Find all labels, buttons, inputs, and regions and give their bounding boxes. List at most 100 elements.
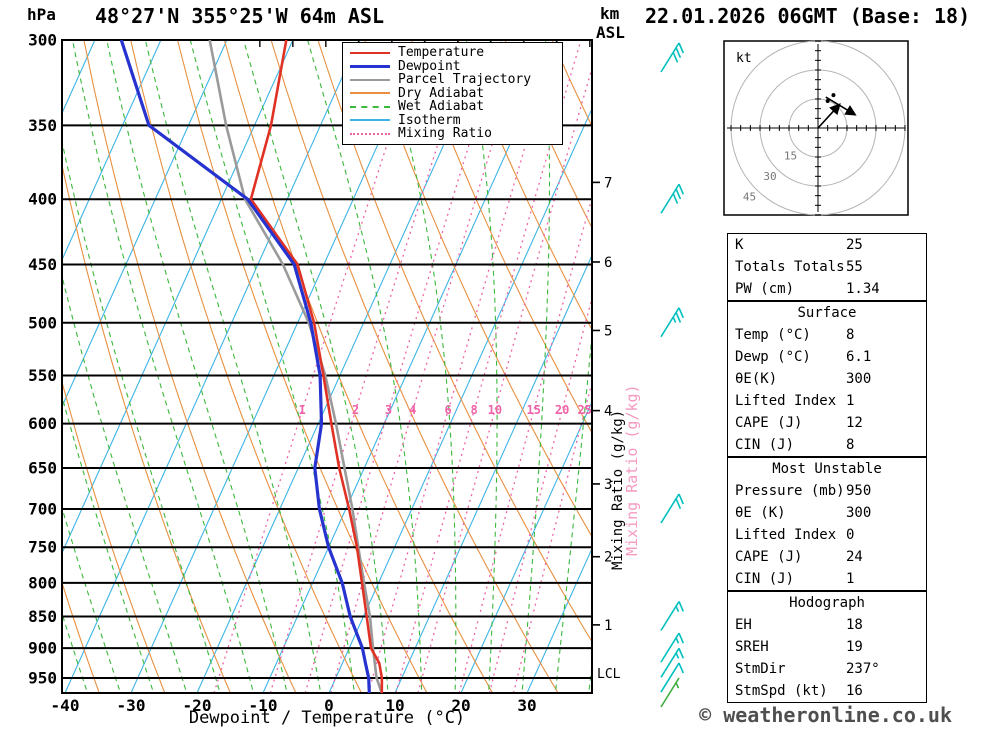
pressure-axis-unit: hPa [27,5,56,24]
stat-value: 300 [846,505,872,521]
mixing-ratio-value-label: 10 [488,403,502,417]
km-asl-tick-label: 7 [604,175,612,191]
legend-item: Temperature [350,46,562,60]
axis-labels: 3003504004505005506006507007508008509009… [28,31,621,716]
pressure-tick-label: 450 [28,255,57,274]
table-row: CAPE (J) 24 [728,546,926,568]
table-row: CIN (J) 8 [728,434,926,456]
km-asl-tick-label: 2 [604,550,612,566]
pressure-tick-label: 600 [28,414,57,433]
legend-line-sample [350,64,390,68]
table-row: CIN (J) 1 [728,568,926,590]
x-axis-label: Dewpoint / Temperature (°C) [188,708,466,728]
temperature-tick-label: -40 [51,696,80,715]
table-row: θE(K) 300 [728,368,926,390]
pressure-tick-label: 550 [28,366,57,385]
mixing-ratio-value-label: 15 [526,403,540,417]
table-row: Temp (°C) 8 [728,324,926,346]
mixing-ratio-value-label: 2 [352,403,359,417]
legend-item: Parcel Trajectory [350,73,562,87]
legend-label: Dry Adiabat [398,85,485,101]
stat-label: StmSpd (kt) [735,683,828,699]
km-asl-tick-label: 6 [604,255,612,271]
temperature-tick-label: -30 [117,696,146,715]
stat-label: StmDir [735,661,786,677]
pressure-tick-label: 700 [28,500,57,519]
legend-label: Parcel Trajectory [398,72,532,88]
temperature-tick-label: -20 [183,696,212,715]
pressure-tick-label: 750 [28,538,57,557]
pressure-tick-label: 850 [28,607,57,626]
hodograph-panel: 15 30 45 kt [723,40,909,216]
stat-value: 25 [846,237,863,253]
stat-value: 18 [846,617,863,633]
legend-item: Dry Adiabat [350,87,562,101]
hodograph-wind-vector [825,96,857,116]
legend-label: Mixing Ratio [398,126,492,142]
stat-value: 19 [846,639,863,655]
stat-value: 6.1 [846,349,872,365]
pressure-tick-label: 350 [28,116,57,135]
mixing-ratio-axis-label-pink: Mixing Ratio (g/kg) [623,384,641,556]
stats-table-title: Hodograph [789,595,865,611]
table-row: PW (cm) 1.34 [728,278,926,300]
stats-table-section: K 25 Totals Totals 55 PW (cm) 1.34 [727,233,927,301]
legend-item: Wet Adiabat [350,100,562,114]
mixing-ratio-value-label: 20 [555,403,569,417]
hodograph-wind-vector [817,103,841,129]
legend-label: Temperature [398,45,485,61]
legend-label: Isotherm [398,112,461,128]
hodograph-dot [825,98,830,103]
stat-label: Temp (°C) [735,327,811,343]
mixing-ratio-value-label: 6 [445,403,452,417]
stat-value: 1.34 [846,281,880,297]
stat-value: 16 [846,683,863,699]
pressure-tick-label: 400 [28,190,57,209]
km-asl-tick-label: 4 [604,404,612,420]
hodograph-unit-label: kt [736,51,752,66]
stats-table-section: Surface Temp (°C) 8 Dewp (°C) 6.1 θE(K) 300 Lif… [727,301,927,457]
stats-table-section: Most Unstable Pressure (mb) 950 θE (K) 300 Li… [727,457,927,591]
stat-label: SREH [735,639,769,655]
km-asl-tick-label: 1 [604,618,612,634]
stat-label: CAPE (J) [735,415,803,431]
stat-value: 300 [846,371,872,387]
legend-line-sample [350,78,390,81]
legend-item: Isotherm [350,114,562,128]
stat-label: Lifted Index [735,527,837,543]
mixing-ratio-value-label: 25 [577,403,591,417]
legend-line-sample [350,132,390,135]
hodograph-ring-label: 15 [784,149,797,162]
legend-item: Mixing Ratio [350,127,562,141]
stat-label: Pressure (mb) [735,483,845,499]
watermark: © weatheronline.co.uk [699,703,952,727]
table-row: θE (K) 300 [728,502,926,524]
stats-table-title: Surface [797,305,857,321]
pressure-tick-label: 950 [28,669,57,688]
legend-line-sample [350,105,390,108]
mixing-ratio-value-label: 8 [471,403,478,417]
km-asl-tick-label: 5 [604,323,612,339]
pressure-tick-label: 300 [28,31,57,50]
stat-value: 237° [846,661,880,677]
stat-label: θE(K) [735,371,778,387]
altitude-axis-unit-km: km [600,4,620,23]
stat-label: Totals Totals [735,259,845,275]
mixing-ratio-value-label: 4 [409,403,416,417]
hodograph-ring-label: 30 [763,170,776,183]
table-row: SREH 19 [728,636,926,658]
hodograph-dot [831,93,836,98]
hodograph-ring-label: 45 [743,190,756,203]
pressure-tick-label: 500 [28,313,57,332]
table-row: Lifted Index 1 [728,390,926,412]
table-row: Lifted Index 0 [728,524,926,546]
altitude-axis-unit-asl: ASL [596,23,625,42]
stat-label: CAPE (J) [735,549,803,565]
stat-label: CIN (J) [735,437,795,453]
table-row: EH 18 [728,614,926,636]
stat-value: 8 [846,327,855,343]
temperature-tick-label: -10 [249,696,278,715]
temperature-tick-label: 20 [451,696,470,715]
